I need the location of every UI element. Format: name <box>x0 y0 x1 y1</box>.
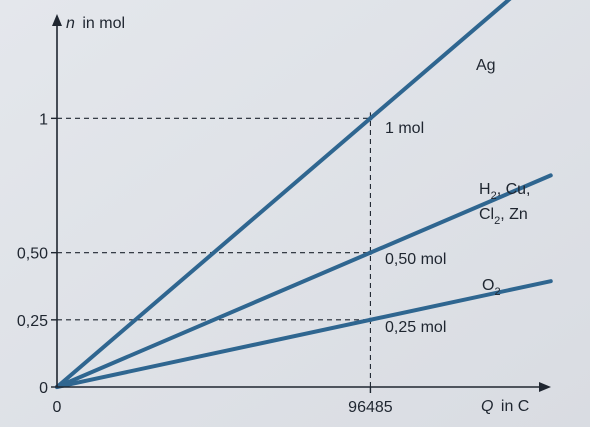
y-tick-label: 1 <box>39 111 48 128</box>
series-label-h2-cu: H2, Cu, <box>479 181 530 202</box>
y-axis-var: n <box>66 15 75 32</box>
line-h2-cu-cl2-zn <box>55 173 553 389</box>
y-axis-title: n in mol <box>66 15 125 32</box>
y-axis-arrow <box>52 14 62 26</box>
h2-symbol: H <box>479 181 491 198</box>
series-label-ag: Ag <box>476 57 496 74</box>
annotation-1-mol: 1 mol <box>385 120 424 137</box>
o2-subscript: 2 <box>494 286 500 298</box>
h2-rest: , Cu, <box>497 181 531 198</box>
x-axis-var: Q <box>481 398 493 415</box>
x-tick-label: 0 <box>53 399 62 416</box>
cl2-subscript: 2 <box>494 215 500 227</box>
series-label-o2: O2 <box>482 277 501 298</box>
x-axis-arrow <box>539 382 551 392</box>
x-axis-title: Q in C <box>481 398 529 415</box>
axis-ticks: 0 0,25 0,50 1 0 96485 <box>17 111 393 416</box>
annotation-025-mol: 0,25 mol <box>385 319 446 336</box>
x-axis-unit: in C <box>501 398 529 415</box>
cl2-rest: , Zn <box>500 206 528 223</box>
data-point <box>368 317 373 323</box>
annotation-050-mol: 0,50 mol <box>385 251 446 268</box>
x-tick-label: 96485 <box>348 399 393 416</box>
y-tick-label: 0,25 <box>17 313 48 330</box>
cl2-symbol: Cl <box>479 206 494 223</box>
o2-symbol: O <box>482 277 494 294</box>
y-tick-label: 0 <box>39 380 48 397</box>
series-label-cl2-zn: Cl2, Zn <box>479 206 528 227</box>
data-point <box>368 250 373 255</box>
line-ag <box>55 0 512 389</box>
y-tick-label: 0,50 <box>17 246 48 263</box>
h2-subscript: 2 <box>491 190 497 202</box>
y-axis-unit: in mol <box>82 15 125 32</box>
series-lines <box>55 0 553 389</box>
line-o2 <box>55 279 553 389</box>
data-point <box>368 116 373 121</box>
